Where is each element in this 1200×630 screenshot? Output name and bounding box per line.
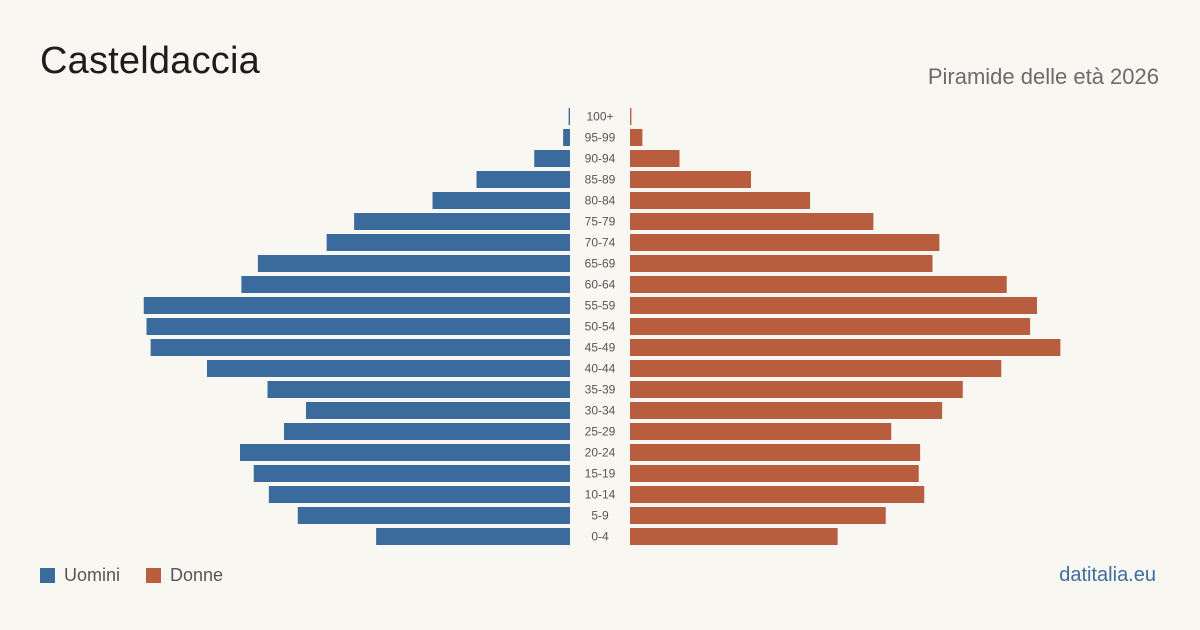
bar-men-45-49	[150, 339, 570, 356]
bar-women-85-89	[630, 171, 751, 188]
bar-men-60-64	[241, 276, 570, 293]
bar-men-40-44	[207, 360, 570, 377]
bar-women-20-24	[630, 444, 921, 461]
bar-men-80-84	[432, 192, 570, 209]
source-link[interactable]: datitalia.eu	[1059, 564, 1156, 586]
bar-women-55-59	[630, 297, 1037, 314]
age-label-10-14: 10-14	[585, 488, 616, 502]
age-label-45-49: 45-49	[585, 341, 616, 355]
bar-men-90-94	[534, 150, 570, 167]
age-label-15-19: 15-19	[585, 467, 616, 481]
chart-subtitle: Piramide delle età 2026	[927, 64, 1159, 89]
age-label-60-64: 60-64	[585, 278, 616, 292]
bar-women-65-69	[630, 255, 933, 272]
bar-women-30-34	[630, 402, 943, 419]
age-label-35-39: 35-39	[585, 383, 616, 397]
bar-women-5-9	[630, 507, 886, 524]
age-label-75-79: 75-79	[585, 215, 616, 229]
bar-men-65-69	[257, 255, 570, 272]
age-label-95-99: 95-99	[585, 131, 616, 145]
age-label-90-94: 90-94	[585, 152, 616, 166]
bar-men-25-29	[284, 423, 570, 440]
bar-women-95-99	[630, 129, 643, 146]
age-label-80-84: 80-84	[585, 194, 616, 208]
bar-women-25-29	[630, 423, 892, 440]
age-label-20-24: 20-24	[585, 446, 616, 460]
bar-men-55-59	[143, 297, 570, 314]
bar-men-10-14	[268, 486, 570, 503]
chart-title: Casteldaccia	[40, 40, 260, 82]
bar-women-35-39	[630, 381, 963, 398]
age-label-55-59: 55-59	[585, 299, 616, 313]
bar-men-100+	[568, 108, 570, 125]
legend-label-men: Uomini	[64, 565, 121, 585]
bar-men-75-79	[354, 213, 570, 230]
age-label-70-74: 70-74	[585, 236, 616, 250]
bar-women-75-79	[630, 213, 874, 230]
bar-women-10-14	[630, 486, 925, 503]
age-label-40-44: 40-44	[585, 362, 616, 376]
bar-women-90-94	[630, 150, 680, 167]
bar-men-95-99	[563, 129, 570, 146]
bar-women-0-4	[630, 528, 838, 545]
legend-swatch-men	[40, 568, 55, 583]
bar-women-45-49	[630, 339, 1061, 356]
legend: Uomini Donne	[40, 565, 249, 586]
legend-label-women: Donne	[170, 565, 224, 585]
age-label-100+: 100+	[586, 110, 613, 124]
bar-men-5-9	[297, 507, 570, 524]
age-label-0-4: 0-4	[591, 530, 609, 544]
bar-men-70-74	[326, 234, 570, 251]
age-label-50-54: 50-54	[585, 320, 616, 334]
bar-women-70-74	[630, 234, 940, 251]
bar-men-20-24	[240, 444, 570, 461]
age-label-25-29: 25-29	[585, 425, 616, 439]
age-label-5-9: 5-9	[591, 509, 609, 523]
bar-men-0-4	[376, 528, 570, 545]
bar-men-85-89	[476, 171, 570, 188]
bar-women-50-54	[630, 318, 1031, 335]
bar-women-60-64	[630, 276, 1007, 293]
legend-item-women: Donne	[146, 565, 223, 586]
bar-women-40-44	[630, 360, 1002, 377]
legend-swatch-women	[146, 568, 162, 583]
bar-women-100+	[630, 108, 632, 125]
bar-men-50-54	[146, 318, 570, 335]
age-label-30-34: 30-34	[585, 404, 616, 418]
bar-women-80-84	[630, 192, 811, 209]
bar-women-15-19	[630, 465, 919, 482]
bar-men-15-19	[253, 465, 570, 482]
age-label-65-69: 65-69	[585, 257, 616, 271]
bar-men-30-34	[306, 402, 570, 419]
age-label-85-89: 85-89	[585, 173, 616, 187]
bar-men-35-39	[267, 381, 570, 398]
legend-item-men: Uomini	[40, 565, 120, 586]
